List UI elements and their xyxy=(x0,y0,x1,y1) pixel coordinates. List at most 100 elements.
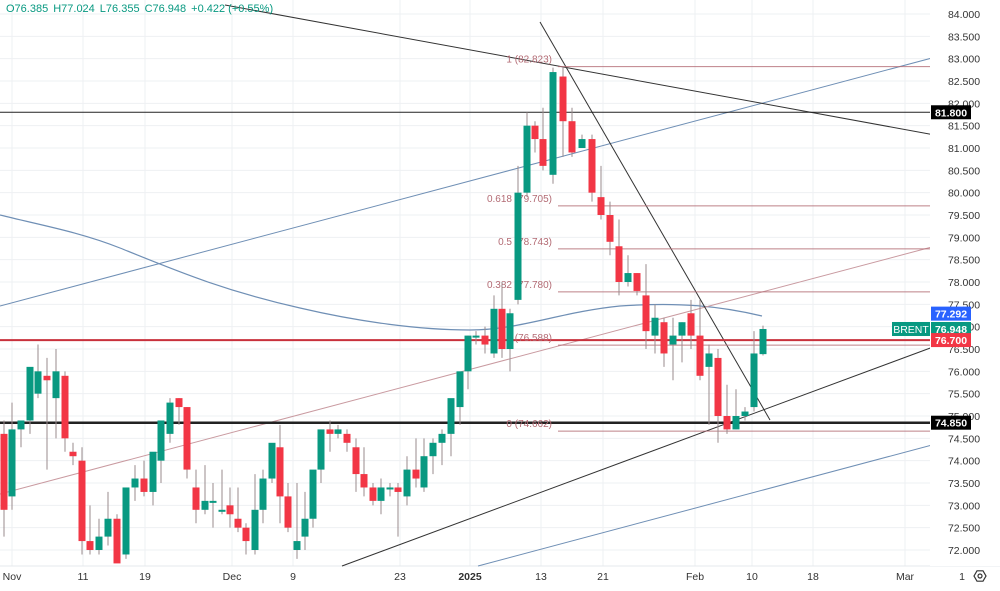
time-label: Feb xyxy=(686,571,704,583)
candle xyxy=(259,478,267,510)
candle xyxy=(352,447,360,475)
candle xyxy=(447,398,455,434)
price-label: 72.000 xyxy=(948,545,980,557)
candle xyxy=(456,371,464,408)
candle xyxy=(568,121,576,153)
candle xyxy=(226,505,234,515)
candle xyxy=(131,478,139,488)
candle xyxy=(633,273,641,291)
moving-average-line xyxy=(0,214,763,331)
candle xyxy=(276,447,284,497)
price-label: 73.000 xyxy=(948,500,980,512)
candle xyxy=(750,353,758,408)
candle xyxy=(615,246,623,283)
candle xyxy=(140,478,148,492)
candle xyxy=(104,518,112,537)
candle xyxy=(0,433,8,510)
candle xyxy=(326,429,334,434)
svg-text:74.850: 74.850 xyxy=(935,418,967,430)
price-label: 78.000 xyxy=(948,277,980,289)
candle xyxy=(86,541,94,551)
fib-label: 0 (74.662) xyxy=(506,419,552,430)
candle xyxy=(403,469,411,497)
candle xyxy=(506,313,514,350)
candle xyxy=(149,451,157,492)
candle xyxy=(183,407,191,470)
candle xyxy=(122,487,130,555)
svg-text:81.800: 81.800 xyxy=(935,107,967,119)
ohlc-change: +0.422 (+0.55%) xyxy=(191,3,274,15)
candle xyxy=(624,273,632,283)
candle xyxy=(597,197,605,216)
candle xyxy=(606,215,614,242)
candle xyxy=(26,366,34,421)
candle xyxy=(218,509,226,512)
candle xyxy=(412,469,420,479)
price-label: 74.000 xyxy=(948,456,980,468)
candle xyxy=(251,509,259,551)
candle xyxy=(523,125,531,193)
svg-text:76.700: 76.700 xyxy=(935,335,967,347)
candle xyxy=(723,416,731,430)
candle xyxy=(438,433,446,443)
price-tag xyxy=(931,306,971,321)
time-label: 13 xyxy=(535,571,547,583)
price-label: 72.500 xyxy=(948,523,980,535)
time-axis[interactable]: Nov 11 19 Dec 9 23 2025 13 21 Feb 10 18 Mar 1 xyxy=(3,571,965,583)
price-tag xyxy=(931,333,971,348)
candle xyxy=(192,487,200,510)
candle xyxy=(578,139,586,149)
candle xyxy=(157,420,165,461)
candle xyxy=(472,335,480,338)
candle xyxy=(588,139,596,193)
time-label: 23 xyxy=(394,571,406,583)
candle xyxy=(696,335,704,376)
candle xyxy=(201,500,209,510)
time-label: 11 xyxy=(78,571,89,583)
candle xyxy=(343,433,351,443)
time-label: 19 xyxy=(139,571,151,583)
candle xyxy=(759,328,767,355)
candle xyxy=(43,375,51,381)
time-label: Nov xyxy=(3,571,22,583)
price-label: 79.000 xyxy=(948,232,980,244)
candle xyxy=(69,451,77,457)
candle xyxy=(242,527,250,542)
time-label: 18 xyxy=(807,571,819,583)
price-tag xyxy=(931,321,971,336)
price-label: 83.000 xyxy=(948,54,980,66)
symbol-tag xyxy=(892,321,930,336)
candle xyxy=(61,375,69,439)
candle xyxy=(642,295,650,332)
ohlc-close: C76.948 xyxy=(144,3,187,15)
ohlc-high: H77.024 xyxy=(53,3,95,15)
price-label: 82.500 xyxy=(948,76,980,88)
price-label: 83.500 xyxy=(948,31,980,43)
time-label: Mar xyxy=(896,571,915,583)
time-label: 1 xyxy=(959,571,965,583)
candle xyxy=(420,456,428,488)
candle xyxy=(705,353,713,367)
fib-label: 1 (82.823) xyxy=(506,55,552,66)
candle xyxy=(284,496,292,528)
candle xyxy=(8,429,16,497)
candle xyxy=(386,487,394,490)
candle xyxy=(559,76,567,122)
candle xyxy=(309,469,317,519)
time-label: 10 xyxy=(746,571,758,583)
candle xyxy=(394,487,402,492)
candle xyxy=(369,487,377,501)
candle xyxy=(113,518,121,564)
price-label: 81.500 xyxy=(948,121,980,133)
candle xyxy=(360,474,368,488)
time-label: 9 xyxy=(290,571,296,583)
price-axis[interactable]: 84.00083.50083.00082.50082.00081.50081.0… xyxy=(930,0,1000,566)
price-tag xyxy=(931,105,971,120)
settings-icon[interactable] xyxy=(973,570,987,582)
candle xyxy=(514,192,522,300)
candle xyxy=(166,402,174,434)
candle xyxy=(539,139,547,166)
candle xyxy=(464,335,472,372)
candle xyxy=(78,460,86,542)
